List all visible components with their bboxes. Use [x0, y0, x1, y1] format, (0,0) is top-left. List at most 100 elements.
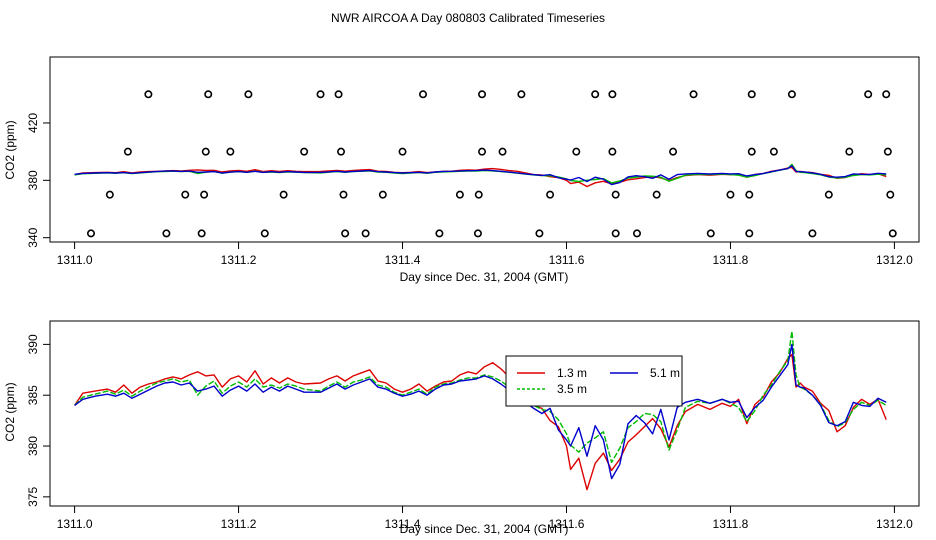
cal-marker	[888, 229, 897, 238]
top-series-line-5-1-m	[74, 164, 887, 186]
cal-marker	[689, 90, 698, 99]
top-x-tick-label: 1311.8	[713, 253, 749, 267]
cal-marker	[337, 147, 346, 156]
top-series-lines	[74, 163, 887, 188]
bottom-series-line-5-1-m	[74, 343, 887, 480]
cal-marker	[608, 90, 617, 99]
top-y-tick-label: 380	[26, 170, 40, 190]
cal-marker	[632, 229, 641, 238]
cal-marker	[608, 147, 617, 156]
cal-marker	[747, 147, 756, 156]
cal-marker	[316, 90, 325, 99]
cal-marker	[882, 90, 891, 99]
cal-marker	[123, 147, 132, 156]
cal-marker	[808, 229, 817, 238]
cal-marker	[455, 190, 464, 199]
bottom-panel-xlabel: Day since Dec. 31, 2004 (GMT)	[400, 522, 569, 536]
cal-marker	[474, 190, 483, 199]
bottom-x-tick-label: 1311.8	[713, 517, 749, 531]
cal-marker	[244, 90, 253, 99]
bottom-y-tick-label: 390	[26, 334, 40, 354]
bottom-panel-frame	[49, 320, 920, 507]
cal-marker	[144, 90, 153, 99]
chart-title: NWR AIRCOA A Day 080803 Calibrated Times…	[331, 11, 605, 25]
cal-marker	[845, 147, 854, 156]
cal-marker	[181, 190, 190, 199]
bottom-series-lines	[74, 330, 887, 491]
top-panel-ylabel: CO2 (ppm)	[3, 120, 17, 179]
legend-box	[505, 355, 683, 407]
cal-marker	[334, 90, 343, 99]
cal-marker	[706, 229, 715, 238]
bottom-series-line-3-5-m	[74, 330, 887, 463]
top-panel-xlabel: Day since Dec. 31, 2004 (GMT)	[400, 270, 569, 284]
bottom-y-tick-label: 380	[26, 436, 40, 456]
cal-marker	[498, 147, 507, 156]
legend: 1.3 m 5.1 m 3.5 m	[505, 355, 683, 407]
cal-marker	[197, 229, 206, 238]
cal-marker	[611, 229, 620, 238]
bottom-x-tick-label: 1311.2	[221, 517, 257, 531]
cal-marker	[201, 147, 210, 156]
cal-marker	[478, 147, 487, 156]
cal-marker	[745, 229, 754, 238]
top-y-tick-label: 340	[26, 227, 40, 247]
cal-marker	[473, 229, 482, 238]
top-panel-frame	[49, 56, 920, 243]
bottom-panel-ylabel: CO2 (ppm)	[3, 382, 17, 441]
legend-label-5-1m: 5.1 m	[650, 366, 680, 380]
cal-marker	[726, 190, 735, 199]
cal-marker	[341, 229, 350, 238]
cal-marker	[361, 229, 370, 238]
bottom-x-tick-label: 1312.0	[876, 517, 913, 531]
top-x-tick-label: 1311.4	[385, 253, 421, 267]
top-y-tick-label: 420	[26, 113, 40, 133]
top-x-tick-label: 1311.2	[221, 253, 257, 267]
bottom-x-tick-label: 1311.6	[549, 517, 585, 531]
bottom-panel: Day since Dec. 31, 2004 (GMT) CO2 (ppm) …	[3, 320, 920, 536]
cal-marker	[769, 147, 778, 156]
cal-marker	[517, 90, 526, 99]
cal-marker	[824, 190, 833, 199]
cal-marker	[86, 229, 95, 238]
cal-marker	[378, 190, 387, 199]
bottom-series-line-1-3-m	[74, 353, 887, 491]
cal-marker	[162, 229, 171, 238]
cal-marker	[260, 229, 269, 238]
cal-marker	[535, 229, 544, 238]
top-markers	[86, 90, 897, 238]
cal-marker	[419, 90, 428, 99]
cal-marker	[883, 147, 892, 156]
cal-marker	[478, 90, 487, 99]
cal-marker	[611, 190, 620, 199]
cal-marker	[669, 147, 678, 156]
bottom-y-tick-label: 375	[26, 487, 40, 507]
cal-marker	[339, 190, 348, 199]
top-y-ticks: 340 380 420	[26, 113, 50, 248]
top-x-tick-label: 1311.0	[57, 253, 93, 267]
top-x-tick-label: 1312.0	[876, 253, 913, 267]
cal-marker	[745, 190, 754, 199]
cal-marker	[787, 90, 796, 99]
cal-marker	[886, 190, 895, 199]
cal-marker	[435, 229, 444, 238]
top-panel: Day since Dec. 31, 2004 (GMT) CO2 (ppm) …	[3, 56, 920, 284]
bottom-x-tick-label: 1311.4	[385, 517, 421, 531]
bottom-x-tick-label: 1311.0	[57, 517, 93, 531]
cal-marker	[204, 90, 213, 99]
cal-marker	[747, 90, 756, 99]
legend-label-1-3m: 1.3 m	[557, 366, 587, 380]
cal-marker	[546, 190, 555, 199]
bottom-x-ticks: 1311.0 1311.2 1311.4 1311.6 1311.8 1312.0	[57, 506, 913, 531]
bottom-y-ticks: 375 380 385 390	[26, 334, 50, 507]
top-x-tick-label: 1311.6	[549, 253, 585, 267]
cal-marker	[279, 190, 288, 199]
cal-marker	[591, 90, 600, 99]
cal-marker	[300, 147, 309, 156]
bottom-y-tick-label: 385	[26, 385, 40, 405]
top-x-ticks: 1311.0 1311.2 1311.4 1311.6 1311.8 1312.0	[57, 242, 913, 267]
cal-marker	[864, 90, 873, 99]
cal-marker	[200, 190, 209, 199]
cal-marker	[398, 147, 407, 156]
